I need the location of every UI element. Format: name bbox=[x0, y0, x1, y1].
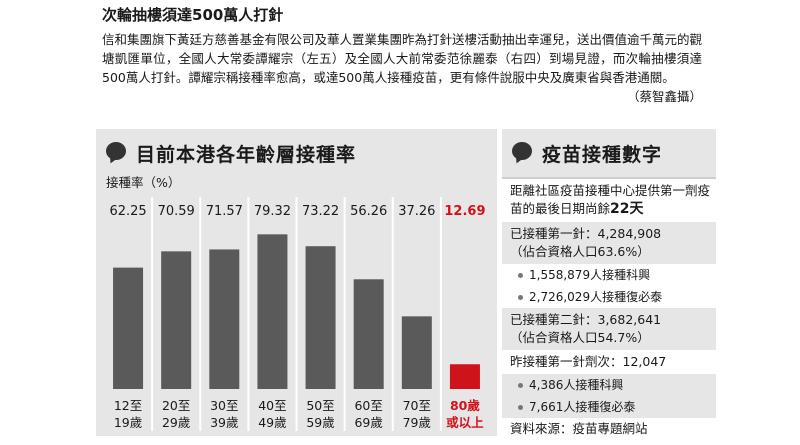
tick-label: 29歲 bbox=[162, 415, 190, 430]
data-label: 56.26 bbox=[350, 204, 387, 219]
yesterday-biontech: 7,661人接種復必泰 bbox=[502, 396, 716, 418]
first-dose-total: 已接種第一針：4,284,908 bbox=[510, 226, 662, 241]
speech-bubble-icon bbox=[512, 142, 534, 164]
tick-label: 30至 bbox=[210, 398, 238, 413]
data-label: 62.25 bbox=[109, 204, 146, 219]
caption-headline: 次輪抽樓須達500萬人打針 bbox=[102, 6, 284, 24]
first-dose-sinovac-text: 1,558,879人接種科興 bbox=[529, 268, 651, 282]
first-dose-percent: （佔合資格人口63.6%） bbox=[510, 244, 650, 259]
yesterday-sinovac: 4,386人接種科興 bbox=[502, 374, 716, 396]
tick-label: 70至 bbox=[403, 398, 431, 413]
data-label: 73.22 bbox=[302, 204, 339, 219]
bullet-icon bbox=[518, 295, 523, 300]
data-label: 70.59 bbox=[158, 204, 195, 219]
tick-label: 80歲 bbox=[450, 398, 480, 413]
yesterday-sinovac-text: 4,386人接種科興 bbox=[529, 378, 624, 392]
data-label: 12.69 bbox=[444, 204, 485, 219]
speech-bubble-icon bbox=[106, 142, 128, 164]
tick-label: 19歲 bbox=[114, 415, 142, 430]
tick-label: 20至 bbox=[162, 398, 190, 413]
stats-list: 距離社區疫苗接種中心提供第一劑疫苗的最後日期尚餘22天 已接種第一針：4,284… bbox=[502, 177, 716, 438]
vaccination-rate-panel: 目前本港各年齡層接種率 接種率（%） 62.25 12至 19歲 70.59 20至 29歲… bbox=[96, 129, 497, 436]
stats-title: 疫苗接種數字 bbox=[542, 143, 663, 166]
data-label: 79.32 bbox=[254, 204, 291, 219]
first-dose-biontech: 2,726,029人接種復必泰 bbox=[502, 286, 716, 308]
first-dose-block: 已接種第一針：4,284,908 （佔合資格人口63.6%） bbox=[502, 222, 716, 264]
bar bbox=[353, 279, 384, 389]
caption-text: 信和集團旗下黃廷方慈善基金有限公司及華人置業集團昨為打針送樓活動抽出幸運兒，送出… bbox=[102, 32, 703, 85]
y-axis-label: 接種率（%） bbox=[106, 175, 180, 190]
caption-body: 信和集團旗下黃廷方慈善基金有限公司及華人置業集團昨為打針送樓活動抽出幸運兒，送出… bbox=[102, 30, 703, 104]
bullet-icon bbox=[518, 273, 523, 278]
data-source: 資料來源：疫苗專題網站 bbox=[510, 421, 648, 436]
bar bbox=[401, 316, 432, 389]
second-dose-percent: （佔合資格人口54.7%） bbox=[510, 330, 650, 345]
yesterday-biontech-text: 7,661人接種復必泰 bbox=[529, 400, 636, 414]
tick-label: 或以上 bbox=[446, 415, 484, 430]
bullet-icon bbox=[518, 405, 523, 410]
data-label: 37.26 bbox=[398, 204, 435, 219]
chart-title: 目前本港各年齡層接種率 bbox=[136, 143, 357, 166]
photo-caption: 次輪抽樓須達500萬人打針 信和集團旗下黃廷方慈善基金有限公司及華人置業集團昨為… bbox=[96, 0, 708, 122]
days-remaining-text: 距離社區疫苗接種中心提供第一劑疫苗的最後日期尚餘 bbox=[510, 183, 711, 216]
days-remaining-count: 22天 bbox=[610, 201, 644, 217]
photo-credit: （蔡智鑫攝） bbox=[626, 89, 702, 104]
days-remaining: 距離社區疫苗接種中心提供第一劑疫苗的最後日期尚餘22天 bbox=[502, 179, 716, 222]
bar bbox=[161, 251, 192, 389]
tick-label: 69歲 bbox=[354, 415, 382, 430]
bar bbox=[305, 246, 336, 389]
first-dose-biontech-text: 2,726,029人接種復必泰 bbox=[529, 290, 663, 304]
second-dose-total: 已接種第二針：3,682,641 bbox=[510, 312, 662, 327]
bar bbox=[449, 364, 480, 389]
age-vaccination-chart: 接種率（%） 62.25 12至 19歲 70.59 20至 29歲 71.57 30至 39歲 7… bbox=[106, 175, 486, 431]
tick-label: 40至 bbox=[258, 398, 286, 413]
data-label: 71.57 bbox=[206, 204, 243, 219]
bullet-icon bbox=[518, 383, 523, 388]
yesterday-total: 昨接種第一針劑次：12,047 bbox=[510, 354, 667, 369]
tick-label: 12至 bbox=[114, 398, 142, 413]
tick-label: 39歲 bbox=[210, 415, 238, 430]
bar bbox=[113, 267, 144, 389]
tick-label: 60至 bbox=[354, 398, 382, 413]
tick-label: 59歲 bbox=[306, 415, 334, 430]
vaccine-figures-panel: 疫苗接種數字 距離社區疫苗接種中心提供第一劑疫苗的最後日期尚餘22天 已接種第一… bbox=[502, 129, 716, 438]
bar bbox=[257, 234, 288, 389]
second-dose-block: 已接種第二針：3,682,641 （佔合資格人口54.7%） bbox=[502, 308, 716, 350]
tick-label: 49歲 bbox=[258, 415, 286, 430]
bar bbox=[209, 249, 240, 389]
yesterday-block: 昨接種第一針劑次：12,047 bbox=[502, 350, 716, 374]
tick-label: 79歲 bbox=[403, 415, 431, 430]
right-panel-header: 疫苗接種數字 bbox=[502, 129, 716, 177]
first-dose-sinovac: 1,558,879人接種科興 bbox=[502, 264, 716, 286]
tick-label: 50至 bbox=[306, 398, 334, 413]
left-panel-header: 目前本港各年齡層接種率 bbox=[96, 129, 497, 177]
